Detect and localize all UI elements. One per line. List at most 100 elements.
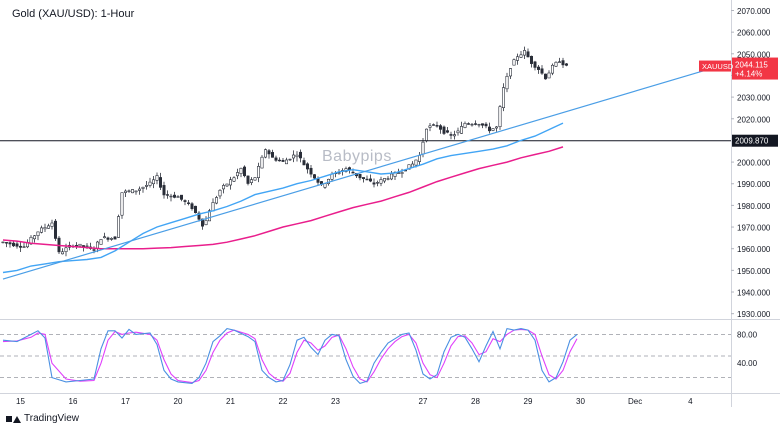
candle-body: [183, 200, 187, 202]
candle-body: [389, 173, 393, 180]
candle-body: [459, 126, 463, 134]
candle-body: [494, 126, 498, 129]
candle-body: [32, 235, 36, 240]
candle-body: [522, 50, 526, 56]
candle-body: [375, 182, 379, 184]
candle-body: [215, 197, 219, 204]
candle-body: [302, 160, 306, 166]
candle-body: [18, 245, 22, 248]
candle-body: [284, 159, 288, 165]
candle-body: [473, 123, 477, 125]
candle-body: [145, 185, 149, 187]
candle-body: [365, 178, 369, 181]
candle-body: [463, 123, 467, 128]
chart-title: Gold (XAU/USD): 1-Hour: [12, 8, 135, 20]
candle-body: [281, 160, 285, 162]
candle-body: [368, 178, 372, 182]
price-tick-label: 2070.000: [737, 7, 771, 16]
time-tick-label: 29: [524, 397, 533, 406]
candle-body: [312, 174, 316, 179]
candle-body: [134, 190, 138, 193]
candle-body: [218, 189, 222, 197]
candle-body: [148, 181, 152, 186]
candle-body: [36, 231, 40, 236]
candle-body: [547, 72, 551, 79]
candle-body: [46, 225, 50, 229]
candle-body: [60, 251, 64, 255]
candle-body: [358, 173, 362, 179]
candle-body: [106, 237, 110, 240]
candle-body: [162, 185, 166, 196]
candle-body: [452, 134, 456, 137]
last-price-tag: [732, 57, 778, 80]
candle-body: [543, 73, 547, 80]
candle-body: [253, 177, 257, 181]
candle-body: [533, 61, 537, 68]
candle-body: [298, 151, 302, 159]
candle-body: [201, 218, 205, 227]
candle-body: [456, 130, 460, 134]
candle-body: [141, 186, 145, 189]
candle-body: [78, 243, 82, 247]
price-tick-label: 1950.000: [737, 267, 771, 276]
price-tick-label: 2020.000: [737, 115, 771, 124]
time-tick-label: 20: [174, 397, 183, 406]
candle-body: [561, 60, 565, 66]
last-price-change: +4.14%: [735, 70, 762, 79]
time-tick-label: 27: [419, 397, 428, 406]
candle-body: [291, 154, 295, 159]
sma-slow-line: [2, 146, 564, 250]
candle-body: [176, 196, 180, 198]
watermark: Babypips: [322, 148, 392, 165]
candle-body: [540, 68, 544, 74]
candle-body: [43, 227, 47, 230]
price-tick-label: 1990.000: [737, 180, 771, 189]
candle-body: [155, 175, 159, 181]
candle-body: [386, 178, 390, 180]
candle-body: [480, 123, 484, 126]
candle-body: [159, 177, 163, 188]
candle-body: [438, 125, 442, 130]
candle-body: [5, 242, 9, 244]
time-tick-label: 15: [16, 397, 25, 406]
candle-body: [117, 216, 121, 238]
candle-body: [508, 68, 512, 77]
candle-body: [22, 246, 26, 248]
level-price-label: 2009.870: [735, 137, 769, 146]
time-tick-label: 17: [121, 397, 130, 406]
candle-body: [166, 194, 170, 196]
candle-body: [53, 220, 57, 239]
tradingview-brand[interactable]: TradingView: [6, 413, 79, 424]
candle-body: [243, 166, 247, 177]
candle-body: [187, 202, 191, 204]
candle-body: [501, 87, 505, 108]
candle-body: [477, 123, 481, 126]
time-tick-label: 22: [279, 397, 288, 406]
symbol-tag: [699, 60, 731, 72]
candle-body: [529, 55, 533, 64]
price-tick-label: 2060.000: [737, 29, 771, 38]
time-tick-label: 28: [471, 397, 480, 406]
candle-body: [382, 178, 386, 182]
candle-body: [554, 61, 558, 67]
candle-body: [274, 157, 278, 161]
candle-body: [64, 247, 68, 252]
candle-body: [236, 172, 240, 177]
sma-fast-line: [2, 122, 564, 274]
candle-body: [204, 220, 208, 226]
last-price-value: 2044.115: [735, 61, 768, 70]
price-tick-label: 2030.000: [737, 94, 771, 103]
candle-body: [424, 128, 428, 142]
candle-body: [260, 156, 264, 169]
candle-body: [372, 182, 376, 185]
time-tick-label: Dec: [628, 397, 642, 406]
candle-body: [564, 63, 568, 66]
candle-body: [50, 222, 54, 227]
candle-body: [466, 123, 470, 125]
candle-body: [232, 177, 236, 182]
candle-body: [124, 190, 128, 193]
candle-body: [110, 238, 114, 240]
candle-body: [414, 159, 418, 166]
candle-body: [152, 179, 156, 185]
